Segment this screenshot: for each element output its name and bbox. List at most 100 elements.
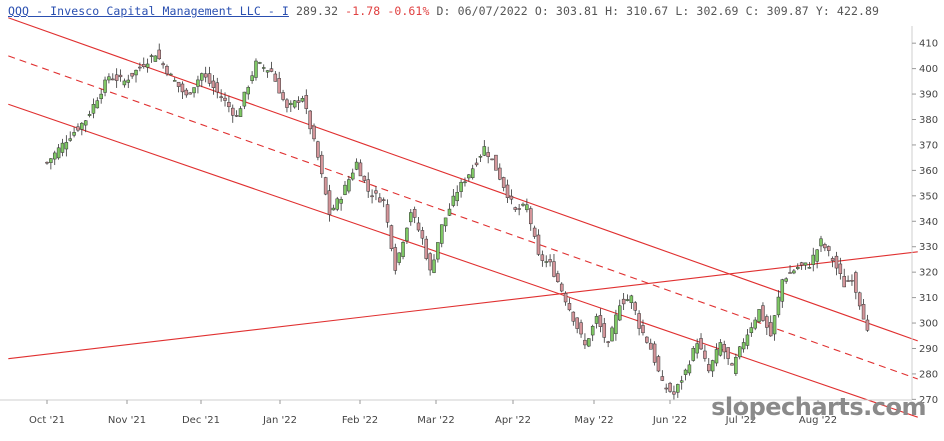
candle: [316, 140, 320, 161]
candle: [343, 181, 347, 196]
candle: [513, 206, 518, 213]
candle: [645, 336, 649, 344]
trendline-2-solid: [8, 103, 918, 418]
candle: [490, 158, 494, 161]
candle: [699, 333, 703, 350]
candle: [285, 98, 289, 113]
candle: [683, 368, 688, 381]
candle: [552, 254, 556, 278]
candle: [401, 241, 405, 260]
x-tick-label: Nov '21: [108, 415, 146, 426]
candle: [722, 340, 726, 360]
candle: [583, 333, 587, 349]
candle: [772, 315, 777, 341]
candle: [618, 299, 622, 322]
candle: [405, 227, 409, 244]
y-tick-label: 380: [919, 115, 938, 126]
y-tick-label: 280: [919, 369, 938, 380]
watermark-logo: slopecharts.com: [711, 393, 926, 421]
ticker-link[interactable]: QQQ - Invesco Capital Management LLC - I: [8, 4, 289, 18]
y-tick-label: 320: [919, 268, 938, 279]
candle: [138, 62, 142, 72]
candle: [64, 135, 69, 157]
candle: [776, 290, 781, 318]
close-readout: C: 309.87: [745, 4, 809, 18]
x-axis: Oct '21 Nov '21 Dec '21 Jan '22 Feb '22 Mar '…: [0, 399, 912, 426]
candle: [142, 57, 146, 69]
candle: [509, 189, 514, 205]
candle: [103, 76, 107, 97]
x-tick-label: Feb '22: [342, 415, 378, 426]
chart-header: QQQ - Invesco Capital Management LLC - I…: [8, 4, 879, 18]
candle: [838, 257, 843, 280]
candle: [49, 158, 53, 170]
candle: [505, 179, 510, 204]
y-tick-label: 400: [919, 64, 938, 75]
candle: [161, 61, 165, 69]
candle: [436, 242, 440, 263]
candle: [273, 71, 278, 82]
candle: [203, 66, 208, 83]
candle: [207, 66, 212, 87]
candle: [339, 196, 343, 211]
candle: [594, 313, 599, 329]
candle: [184, 88, 189, 98]
candle: [192, 87, 196, 98]
candle: [265, 70, 270, 78]
candle: [834, 251, 839, 276]
candle: [300, 95, 305, 103]
candle: [737, 346, 742, 360]
candle: [559, 282, 564, 293]
candle: [320, 151, 324, 178]
high-readout: H: 310.67: [605, 4, 669, 18]
candle: [68, 131, 72, 142]
candle: [277, 71, 281, 94]
candle: [362, 175, 367, 183]
candle: [200, 72, 204, 88]
candle: [707, 358, 711, 374]
x-tick-label: Apr '22: [495, 415, 531, 426]
candle: [381, 197, 386, 208]
candles: [45, 43, 870, 401]
candle: [370, 189, 374, 204]
candle: [412, 206, 417, 224]
candle: [227, 95, 231, 113]
candle: [598, 308, 603, 333]
trendlines: [8, 17, 918, 418]
candle: [799, 261, 804, 270]
candle: [215, 77, 220, 99]
candle: [714, 343, 719, 367]
x-tick-label: Dec '21: [182, 415, 220, 426]
candle: [347, 175, 351, 194]
candle: [289, 100, 293, 112]
candle: [540, 250, 545, 267]
candle: [238, 106, 243, 117]
candle: [575, 317, 579, 334]
candle: [579, 319, 583, 338]
candle: [327, 184, 332, 222]
candle: [765, 314, 769, 336]
candle: [563, 291, 568, 306]
candle: [169, 72, 173, 76]
candle: [482, 140, 487, 157]
candle: [467, 174, 471, 182]
candle: [691, 346, 696, 362]
candle: [637, 310, 641, 336]
candle: [258, 61, 262, 65]
candle: [145, 58, 150, 73]
candle: [296, 96, 301, 110]
candle: [111, 73, 115, 81]
candle: [397, 252, 401, 266]
candle: [842, 268, 846, 288]
price-change: -1.78: [345, 4, 381, 18]
candle: [153, 55, 158, 62]
candle: [134, 69, 138, 83]
candle: [784, 277, 788, 284]
candle: [648, 338, 653, 350]
candle: [358, 159, 363, 177]
candle: [188, 92, 192, 95]
candle: [803, 262, 808, 270]
candle: [687, 360, 692, 376]
x-tick-label: Mar '22: [417, 415, 455, 426]
